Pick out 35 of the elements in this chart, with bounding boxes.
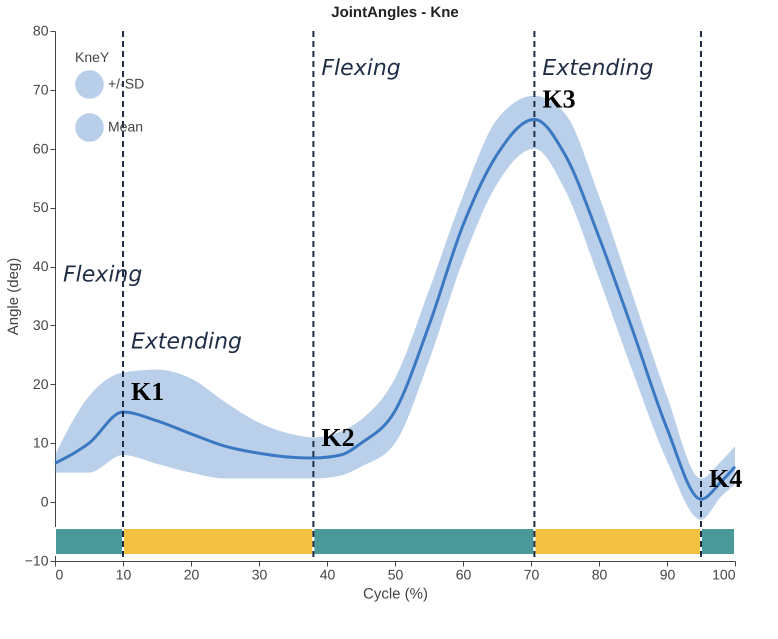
y-tick-label: −10 <box>24 552 49 568</box>
y-tick-label: 30 <box>32 316 49 333</box>
ref-line-label: K3 <box>542 84 576 114</box>
y-tick-label: 80 <box>32 22 49 38</box>
annotation: Flexing <box>63 262 142 288</box>
legend-label: Mean <box>108 118 144 134</box>
y-tick-label: 10 <box>32 434 49 451</box>
x-tick-label: 80 <box>592 566 608 582</box>
x-tick-label: 90 <box>660 566 676 582</box>
x-tick-label: 70 <box>524 566 540 582</box>
annotation: Flexing <box>321 56 401 81</box>
chart-title: JointAngles - Kne <box>331 4 459 21</box>
x-tick-label: 0 <box>56 566 64 582</box>
x-tick-label: 60 <box>456 566 472 582</box>
annotation: Extending <box>542 56 654 81</box>
legend-title: KneY <box>75 49 110 65</box>
x-tick-label: 30 <box>252 566 268 582</box>
y-tick-label: 70 <box>32 81 49 98</box>
y-tick-label: 60 <box>32 140 49 156</box>
annotation: Extending <box>131 330 242 355</box>
x-tick-label: 100 <box>712 566 736 582</box>
ref-line-label: K2 <box>321 422 355 452</box>
y-tick-label: 50 <box>32 199 49 216</box>
x-axis-title: Cycle (%) <box>362 586 428 602</box>
y-tick-label: 40 <box>32 258 49 274</box>
x-tick-label: 20 <box>184 566 200 582</box>
y-tick-label: 20 <box>32 376 49 392</box>
x-tick-label: 10 <box>116 566 132 582</box>
ref-line-label: K1 <box>131 377 164 406</box>
annotation: +/-SD <box>108 76 144 92</box>
y-tick-label: 0 <box>40 494 49 510</box>
x-tick-label: 50 <box>388 566 404 582</box>
ref-line-label: K4 <box>709 464 742 494</box>
x-tick-label: 40 <box>320 566 336 582</box>
y-axis-title: Angle (deg) <box>4 258 22 336</box>
